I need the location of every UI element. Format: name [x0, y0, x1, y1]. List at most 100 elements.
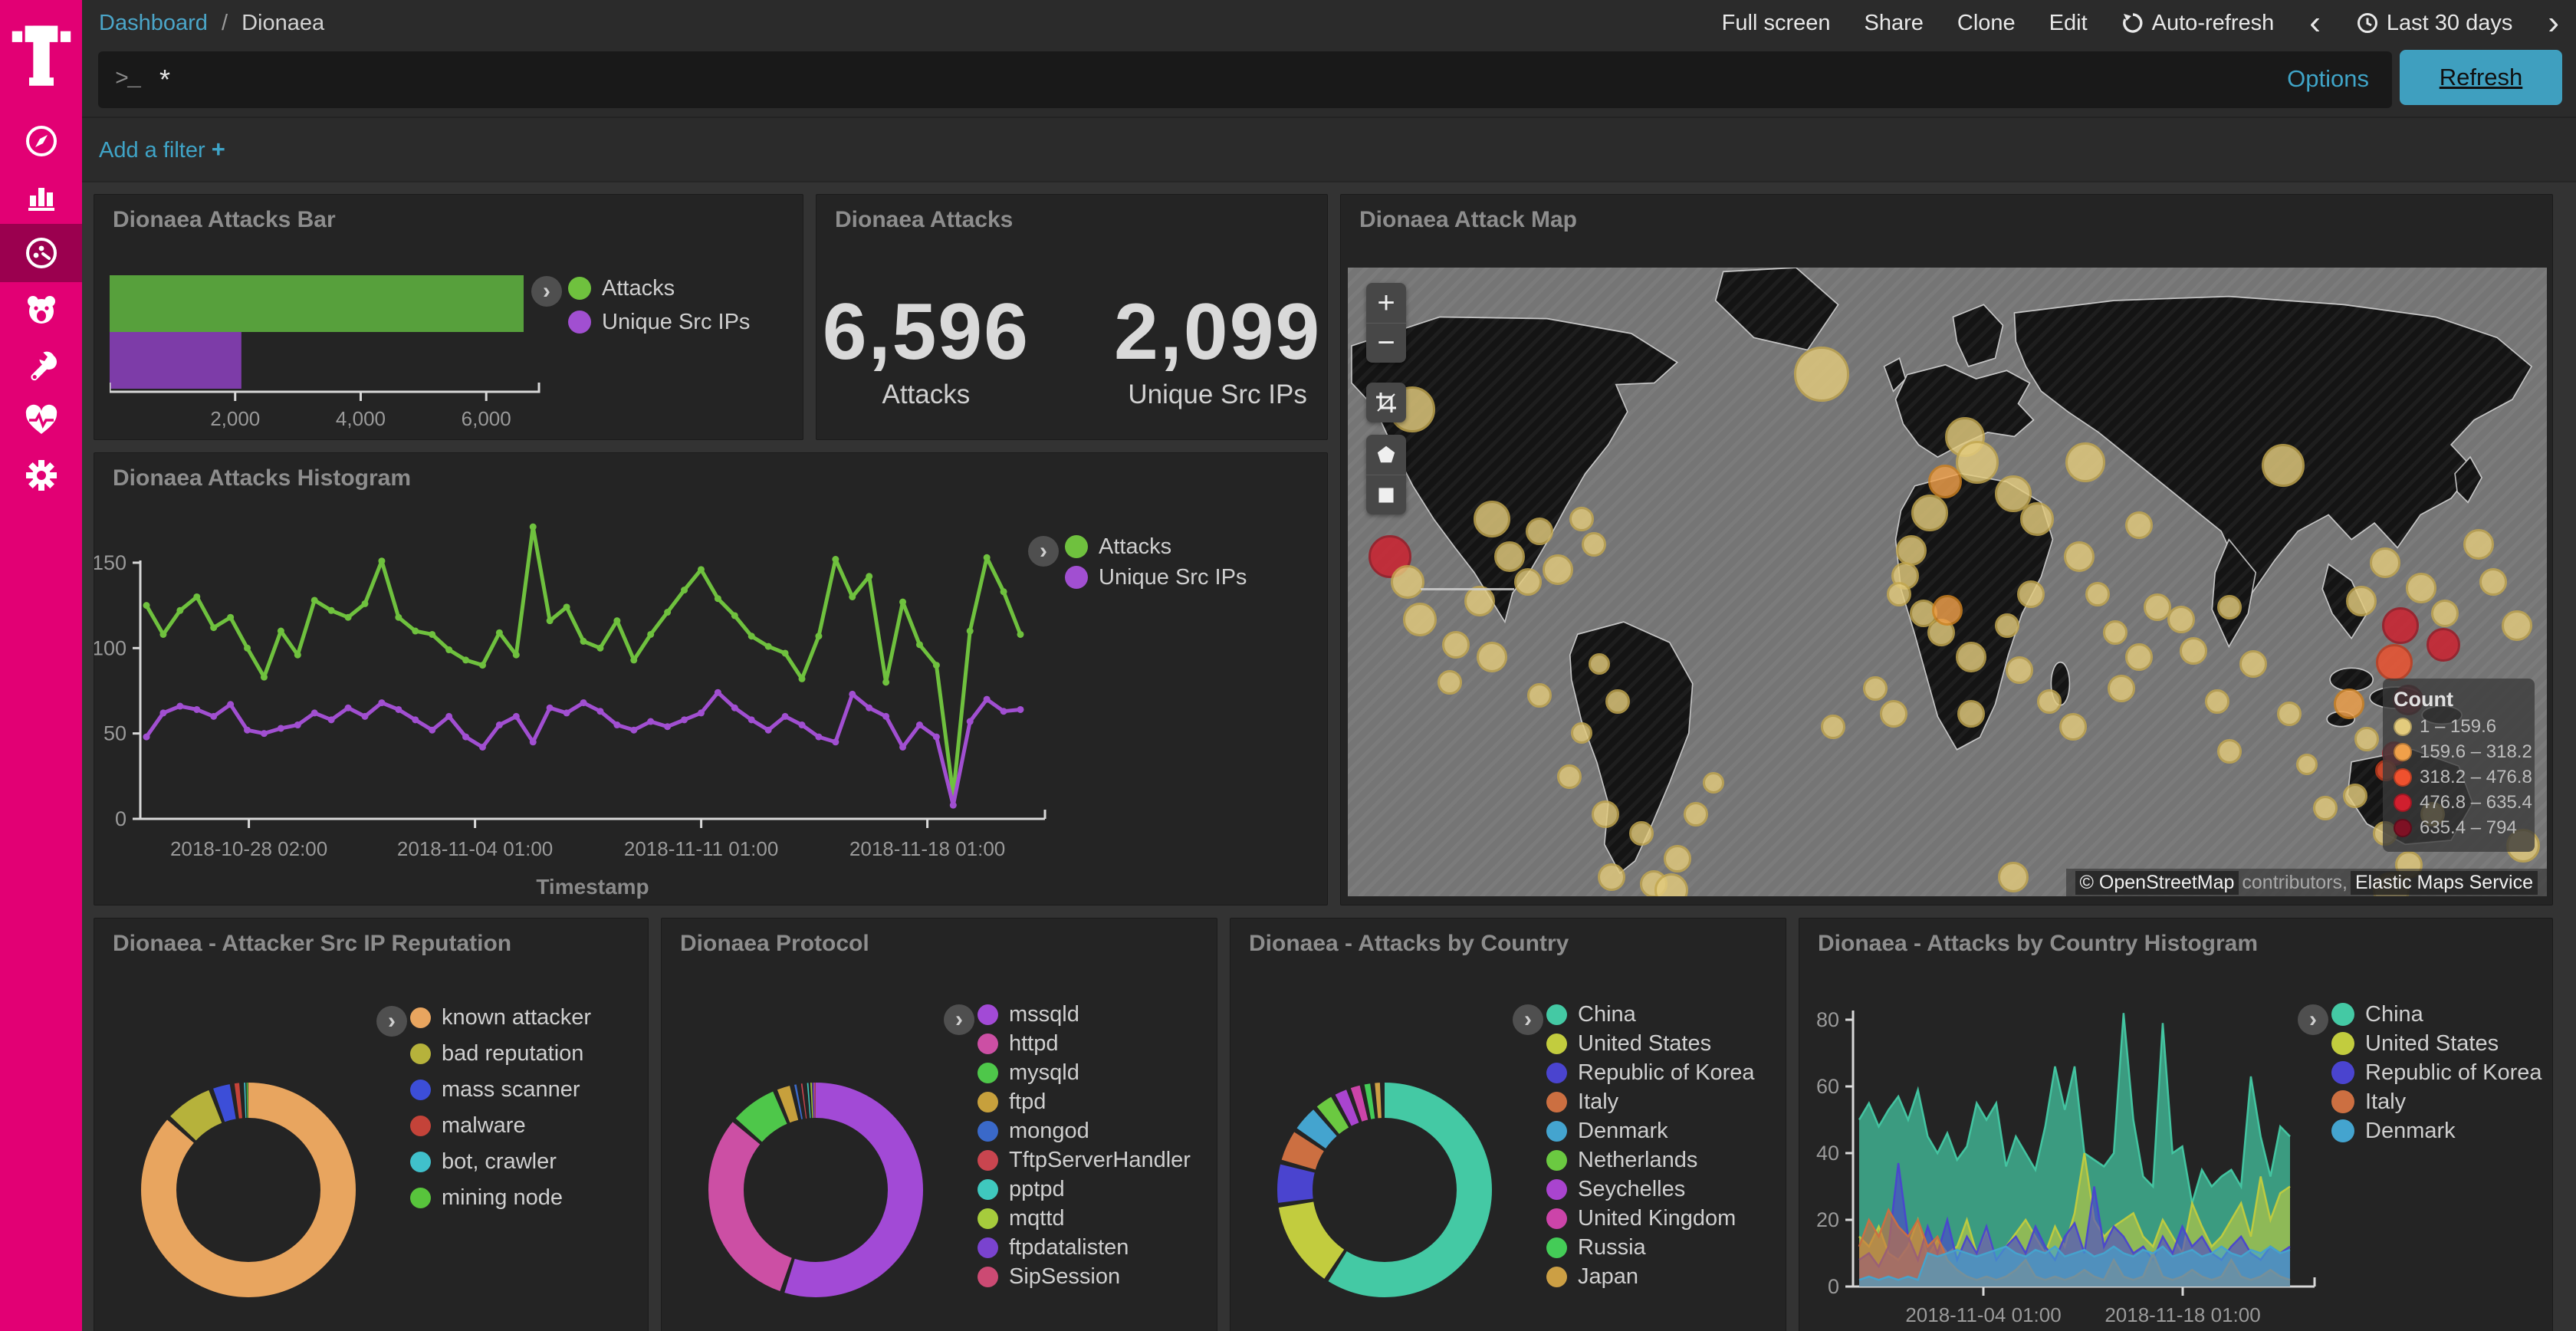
- attack-bubble[interactable]: [1526, 518, 1554, 546]
- attack-bubble[interactable]: [1605, 689, 1630, 714]
- attack-bubble[interactable]: [2216, 739, 2242, 764]
- attack-bubble[interactable]: [2179, 637, 2207, 666]
- attack-bubble[interactable]: [1793, 347, 1849, 403]
- legend-item[interactable]: SipSession: [978, 1262, 1191, 1291]
- bar-chart[interactable]: 2,000 4,000 6,000: [110, 271, 600, 436]
- attack-bubble[interactable]: [2102, 619, 2128, 645]
- attack-bubble[interactable]: [2312, 796, 2338, 821]
- attack-bubble[interactable]: [2059, 712, 2088, 741]
- attack-bubble[interactable]: [2239, 649, 2267, 678]
- legend-item[interactable]: China: [2331, 1000, 2542, 1029]
- time-back-button[interactable]: ‹: [2309, 4, 2321, 41]
- legend-item[interactable]: mssqld: [978, 1000, 1191, 1029]
- legend-item[interactable]: mass scanner: [410, 1072, 591, 1108]
- attack-bubble[interactable]: [2064, 541, 2095, 573]
- attack-bubble[interactable]: [2426, 628, 2461, 662]
- attack-bubble[interactable]: [2204, 689, 2229, 714]
- legend-item[interactable]: Seychelles: [1546, 1175, 1755, 1204]
- attack-bubble[interactable]: [2342, 783, 2367, 808]
- attack-bubble[interactable]: [1896, 535, 1927, 566]
- attack-bubble[interactable]: [1581, 531, 1606, 557]
- legend-item[interactable]: Russia: [1546, 1233, 1755, 1262]
- edit-button[interactable]: Edit: [2049, 10, 2088, 35]
- attack-bubble[interactable]: [2431, 600, 2459, 627]
- attack-bubble[interactable]: [1589, 652, 1611, 675]
- attack-bubble[interactable]: [1441, 631, 1470, 659]
- legend-item[interactable]: Republic of Korea: [2331, 1058, 2542, 1087]
- attack-bubble[interactable]: [1927, 464, 1962, 498]
- sidebar-item-monitoring[interactable]: [0, 393, 82, 448]
- attack-bubble[interactable]: [2125, 511, 2154, 540]
- legend-item[interactable]: malware: [410, 1108, 591, 1144]
- area-chart[interactable]: 0 20 40 60 80 2018-11-04 01:00 2018-11-18 01:0…: [1799, 965, 2553, 1331]
- breadcrumb-dashboard-link[interactable]: Dashboard: [99, 10, 208, 35]
- legend-item[interactable]: pptpd: [978, 1175, 1191, 1204]
- attack-bubble[interactable]: [1887, 582, 1912, 607]
- attack-bubble[interactable]: [2276, 702, 2302, 727]
- attack-bubble[interactable]: [2463, 528, 2494, 560]
- attack-bubble[interactable]: [1957, 700, 1986, 728]
- attack-bubble[interactable]: [1557, 764, 1582, 790]
- attack-bubble[interactable]: [1570, 721, 1592, 744]
- attack-bubble[interactable]: [2354, 727, 2380, 751]
- attack-bubble[interactable]: [1956, 642, 1987, 673]
- attack-bubble[interactable]: [2501, 610, 2532, 642]
- legend-item[interactable]: Italy: [2331, 1087, 2542, 1116]
- attack-bubble[interactable]: [2382, 607, 2420, 645]
- attack-bubble[interactable]: [1592, 800, 1620, 829]
- sidebar-item-management[interactable]: [0, 448, 82, 503]
- attack-bubble[interactable]: [2005, 656, 2033, 684]
- draw-polygon-button[interactable]: [1366, 435, 1406, 475]
- legend-item[interactable]: United Kingdom: [1546, 1204, 1755, 1233]
- attack-bubble[interactable]: [1402, 603, 1437, 637]
- timepicker-button[interactable]: Last 30 days: [2356, 11, 2512, 36]
- attack-bubble[interactable]: [1476, 642, 1507, 673]
- sidebar-item-dashboard[interactable]: [0, 224, 82, 282]
- attack-bubble[interactable]: [2143, 593, 2171, 621]
- attack-bubble[interactable]: [1494, 541, 1526, 573]
- attack-bubble[interactable]: [2376, 643, 2413, 681]
- sidebar-item-discover[interactable]: [0, 113, 82, 169]
- attack-bubble[interactable]: [2333, 689, 2364, 720]
- attack-bubble[interactable]: [1654, 873, 1689, 896]
- clone-button[interactable]: Clone: [1957, 10, 2016, 35]
- attack-bubble[interactable]: [1956, 441, 1999, 485]
- legend-item[interactable]: mqttd: [978, 1204, 1191, 1233]
- attack-bubble[interactable]: [1473, 501, 1510, 537]
- country-donut-chart[interactable]: [1270, 1075, 1500, 1305]
- attack-bubble[interactable]: [2020, 502, 2055, 536]
- sidebar-item-timelion[interactable]: [0, 282, 82, 337]
- fullscreen-button[interactable]: Full screen: [1721, 10, 1831, 35]
- protocol-donut-chart[interactable]: [701, 1075, 931, 1305]
- attack-bubble[interactable]: [1629, 821, 1654, 846]
- expand-legend-icon[interactable]: ›: [376, 1006, 407, 1037]
- attack-bubble[interactable]: [1911, 494, 1948, 531]
- attack-bubble[interactable]: [2479, 568, 2507, 596]
- attack-bubble[interactable]: [2296, 753, 2318, 775]
- sidebar-item-visualize[interactable]: [0, 169, 82, 224]
- attack-bubble[interactable]: [2405, 573, 2436, 604]
- line-chart[interactable]: 0 50 100 150 2018-10-28 02:00 2018-11-04 01:0…: [94, 499, 1328, 905]
- attack-bubble[interactable]: [1542, 554, 1573, 585]
- legend-item[interactable]: Attacks: [568, 271, 750, 305]
- zoom-out-button[interactable]: −: [1366, 323, 1406, 363]
- expand-legend-icon[interactable]: ›: [944, 1004, 974, 1035]
- world-map[interactable]: + −: [1348, 268, 2547, 896]
- legend-item[interactable]: mysqld: [978, 1058, 1191, 1087]
- attack-bubble[interactable]: [1598, 863, 1626, 892]
- legend-item[interactable]: mongod: [978, 1116, 1191, 1145]
- osm-attribution-link[interactable]: © OpenStreetMap: [2075, 870, 2239, 895]
- attack-bubble[interactable]: [2125, 643, 2154, 672]
- legend-item[interactable]: Attacks: [1065, 531, 1247, 562]
- attack-bubble[interactable]: [1464, 585, 1496, 616]
- legend-item[interactable]: China: [1546, 1000, 1755, 1029]
- search-input[interactable]: >_ * Options: [98, 51, 2392, 108]
- attack-bubble[interactable]: [1879, 700, 1907, 728]
- attack-bubble[interactable]: [2065, 442, 2105, 483]
- legend-item[interactable]: Denmark: [2331, 1116, 2542, 1145]
- legend-item[interactable]: Japan: [1546, 1262, 1755, 1291]
- legend-item[interactable]: known attacker: [410, 1000, 591, 1036]
- legend-item[interactable]: United States: [1546, 1029, 1755, 1058]
- attack-bubble[interactable]: [1437, 670, 1462, 695]
- attack-bubble[interactable]: [1569, 507, 1594, 531]
